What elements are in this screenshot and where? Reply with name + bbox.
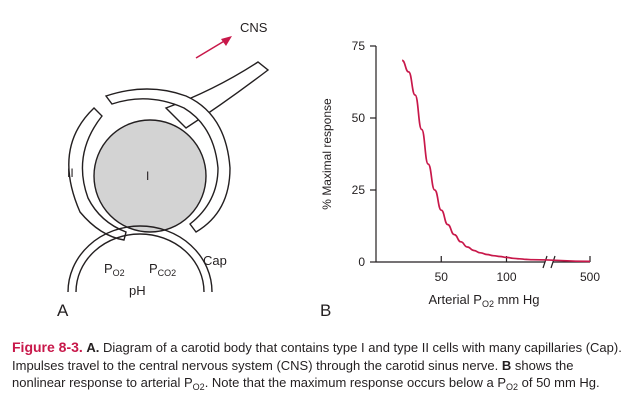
caption-sub-1: O2	[192, 382, 205, 392]
figure-caption: Figure 8-3. A. Diagram of a carotid body…	[12, 339, 624, 392]
y-tick-label: 25	[352, 183, 366, 197]
panel-b-label: B	[320, 301, 331, 320]
capillary-inner	[75, 233, 205, 293]
type-2-label: II	[67, 166, 74, 180]
x-axis-label: Arterial PO2 mm Hg	[429, 292, 540, 309]
response-curve	[401, 59, 591, 263]
caption-sub-2: O2	[506, 382, 519, 392]
x-tick-label: 100	[496, 270, 516, 284]
figure-8-3: CNS I II Cap PO2 PCO2 pH A 0 25 50 75 50 100…	[57, 20, 600, 320]
cns-label: CNS	[240, 20, 268, 35]
capsule-shell	[104, 88, 231, 233]
caption-text-3: . Note that the maximum response occurs …	[204, 375, 506, 390]
x-tick-label: 500	[580, 270, 600, 284]
impulse-arrow	[195, 36, 232, 59]
caption-text-4: of 50 mm Hg.	[518, 375, 600, 390]
carotid-body-diagram	[67, 61, 270, 293]
caption-text-2: shows the nonlinear response to arterial…	[12, 357, 574, 391]
x-tick-label: 50	[435, 270, 449, 284]
caption-part-b-label: B	[501, 357, 512, 373]
figure-label: Figure 8-3.	[12, 339, 83, 355]
y-tick-label: 0	[358, 255, 365, 269]
caption-text-1: Diagram of a carotid body that contains …	[12, 340, 622, 373]
y-axis-label: % Maximal response	[320, 98, 334, 210]
capillary-outer	[67, 225, 213, 293]
po2-label: PO2	[104, 261, 125, 278]
y-tick-label: 75	[352, 39, 366, 53]
type-1-label: I	[146, 169, 149, 183]
axis-break	[542, 255, 556, 269]
type-1-cell	[93, 119, 207, 233]
panel-a-label: A	[57, 301, 69, 320]
cap-label: Cap	[203, 253, 227, 268]
ph-label: pH	[129, 283, 146, 298]
caption-part-a-label: A.	[86, 340, 100, 355]
y-tick-label: 50	[352, 111, 366, 125]
po2-response-chart: 0 25 50 75 50 100 500 % Maximal response Arte…	[320, 39, 600, 309]
pco2-label: PCO2	[149, 261, 176, 278]
